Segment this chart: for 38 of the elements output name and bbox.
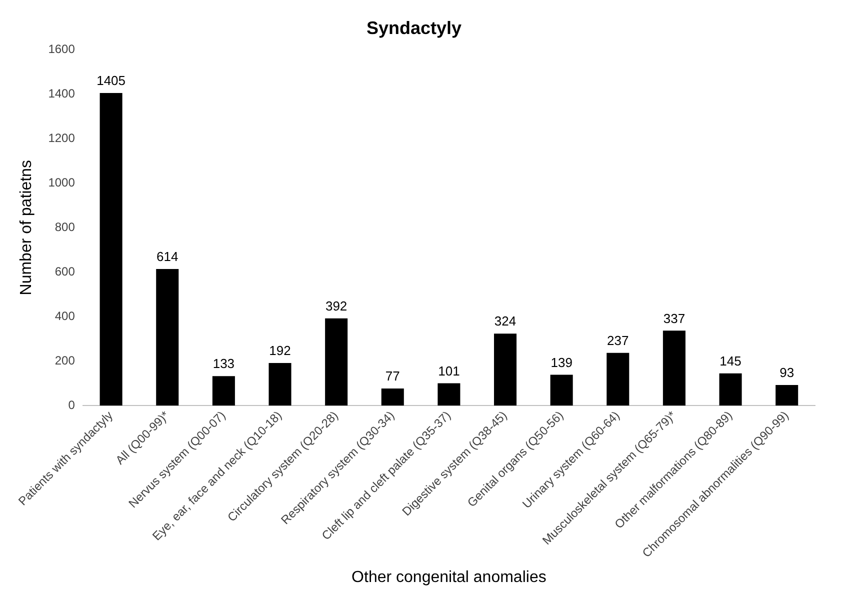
- y-axis-title: Number of patietns: [18, 160, 36, 296]
- y-tick-label: 1600: [48, 42, 76, 56]
- bar: [662, 330, 686, 406]
- bar: [776, 384, 798, 406]
- chart-title: Syndactyly: [366, 18, 462, 38]
- data-label: 392: [325, 298, 348, 314]
- bar: [381, 388, 404, 406]
- bar: [268, 362, 292, 406]
- bar: [606, 352, 630, 406]
- data-label: 133: [212, 356, 235, 372]
- data-label: 337: [663, 310, 686, 326]
- y-tick-label: 1400: [48, 86, 76, 100]
- data-label: 614: [156, 249, 178, 264]
- bar: [550, 374, 573, 406]
- data-label: 139: [550, 354, 572, 370]
- x-axis-title: Other congenital anomalies: [352, 568, 546, 586]
- data-label: 192: [269, 343, 291, 358]
- y-tick-label: 1200: [48, 130, 76, 145]
- data-label: 93: [780, 365, 794, 380]
- bar: [100, 92, 122, 406]
- data-label: 101: [438, 363, 460, 378]
- bar: [438, 383, 460, 406]
- bar: [156, 269, 179, 406]
- y-tick-label: 0: [68, 398, 76, 412]
- y-tick-label: 400: [54, 308, 76, 323]
- data-label: 1405: [96, 73, 126, 88]
- bar: [494, 334, 517, 406]
- y-tick-label: 1000: [48, 175, 76, 190]
- data-label: 77: [385, 368, 400, 384]
- data-label: 324: [494, 314, 516, 329]
- y-tick-label: 800: [54, 220, 76, 234]
- y-tick-label: 600: [54, 264, 76, 278]
- data-label: 145: [720, 353, 742, 368]
- bar: [212, 376, 235, 406]
- data-label: 237: [607, 333, 629, 348]
- bar: [325, 318, 348, 406]
- y-tick-label: 200: [54, 353, 76, 368]
- bar: [719, 373, 742, 406]
